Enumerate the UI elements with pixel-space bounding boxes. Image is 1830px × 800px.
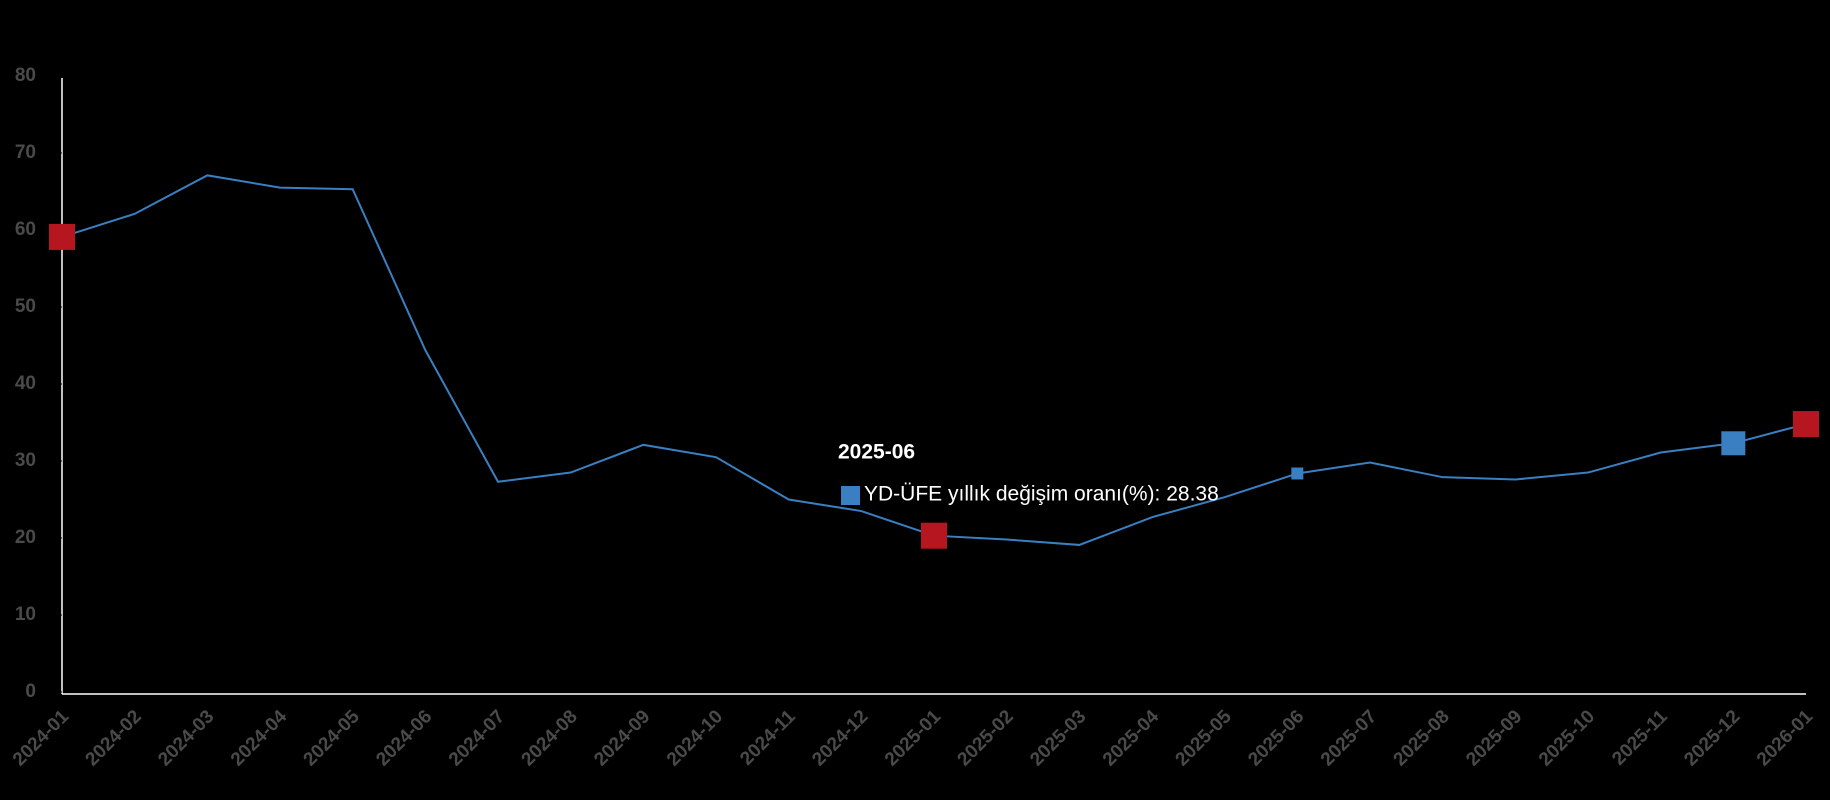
x-tick-label: 2024-04 xyxy=(227,706,291,770)
x-tick-label: 2024-09 xyxy=(590,706,654,770)
x-tick-label: 2024-07 xyxy=(445,706,509,770)
x-tick-label: 2025-06 xyxy=(1244,706,1308,770)
x-tick-label: 2025-08 xyxy=(1390,706,1454,770)
tooltip-swatch xyxy=(841,486,860,505)
y-tick-label: 20 xyxy=(15,527,36,548)
marker xyxy=(921,522,947,549)
x-tick-label: 2025-11 xyxy=(1608,706,1672,770)
y-tick-label: 0 xyxy=(25,681,36,702)
x-tick-label: 2025-03 xyxy=(1026,706,1090,770)
x-tick-label: 2024-03 xyxy=(154,706,218,770)
x-tick-label: 2024-12 xyxy=(808,706,872,770)
x-tick-label: 2024-08 xyxy=(518,706,582,770)
y-tick-label: 60 xyxy=(15,219,36,240)
x-tick-label: 2025-04 xyxy=(1099,706,1163,770)
x-tick-label: 2025-05 xyxy=(1172,706,1236,770)
y-tick-label: 40 xyxy=(15,373,36,394)
y-tick-label: 30 xyxy=(15,450,36,471)
hover-marker xyxy=(1291,467,1304,480)
selected-marker xyxy=(1721,431,1746,456)
x-tick-label: 2024-11 xyxy=(736,706,800,770)
marker xyxy=(1793,411,1819,438)
y-tick-label: 50 xyxy=(15,296,36,317)
x-tick-label: 2025-01 xyxy=(881,706,945,770)
x-tick-label: 2025-02 xyxy=(954,706,1018,770)
marker xyxy=(49,223,75,250)
x-tick-label: 2024-05 xyxy=(300,706,364,770)
x-tick-label: 2026-01 xyxy=(1753,706,1817,770)
x-tick-label: 2024-02 xyxy=(82,706,146,770)
x-tick-label: 2025-09 xyxy=(1462,706,1526,770)
x-tick-label: 2024-06 xyxy=(372,706,436,770)
tooltip-text: YD-ÜFE yıllık değişim oranı(%): 28.38 xyxy=(864,483,1219,506)
x-tick-label: 2024-01 xyxy=(9,706,73,770)
y-tick-label: 80 xyxy=(15,65,36,86)
x-tick-label: 2025-12 xyxy=(1680,706,1744,770)
tooltip-title: 2025-06 xyxy=(838,441,915,464)
y-tick-label: 70 xyxy=(15,142,36,163)
x-tick-label: 2025-07 xyxy=(1317,706,1381,770)
x-tick-label: 2025-10 xyxy=(1535,706,1599,770)
y-tick-label: 10 xyxy=(15,604,36,625)
x-tick-label: 2024-10 xyxy=(663,706,727,770)
